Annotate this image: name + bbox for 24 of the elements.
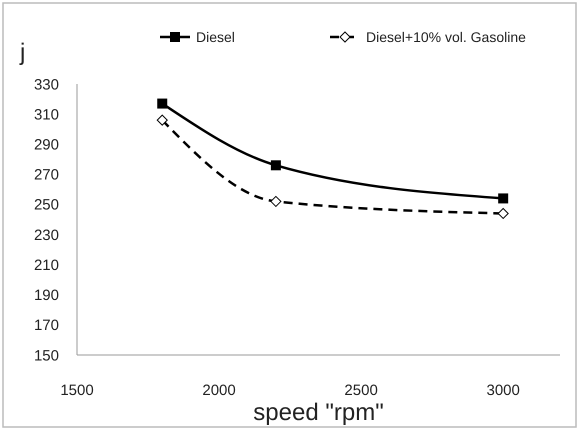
point: [270, 160, 281, 170]
y-tick-label: 270: [34, 166, 59, 184]
legend-label: Diesel: [196, 28, 235, 45]
point: [498, 193, 508, 204]
y-tick-label: 250: [34, 196, 59, 214]
x-tick-label: 2000: [202, 382, 236, 399]
x-axis-title: speed "rpm": [253, 399, 384, 426]
y-tick-label: 330: [34, 76, 59, 94]
point: [270, 196, 282, 207]
point: [157, 98, 168, 109]
y-tick-label: 170: [34, 317, 59, 334]
x-tick-label: 3000: [486, 382, 520, 399]
y-tick-label: 230: [34, 226, 59, 244]
y-tick-label: 210: [34, 256, 59, 274]
y-axis-title: j: [19, 39, 26, 66]
legend-label: Diesel+10% vol. Gasoline: [366, 28, 526, 45]
x-tick-label: 2500: [344, 382, 378, 399]
y-tick-label: 290: [34, 136, 59, 154]
y-tick-label: 190: [34, 287, 59, 304]
y-tick-label: 310: [34, 106, 59, 124]
y-tick-label: 150: [34, 347, 59, 364]
point: [498, 208, 509, 219]
point: [156, 114, 168, 126]
x-tick-label: 1500: [60, 382, 94, 399]
